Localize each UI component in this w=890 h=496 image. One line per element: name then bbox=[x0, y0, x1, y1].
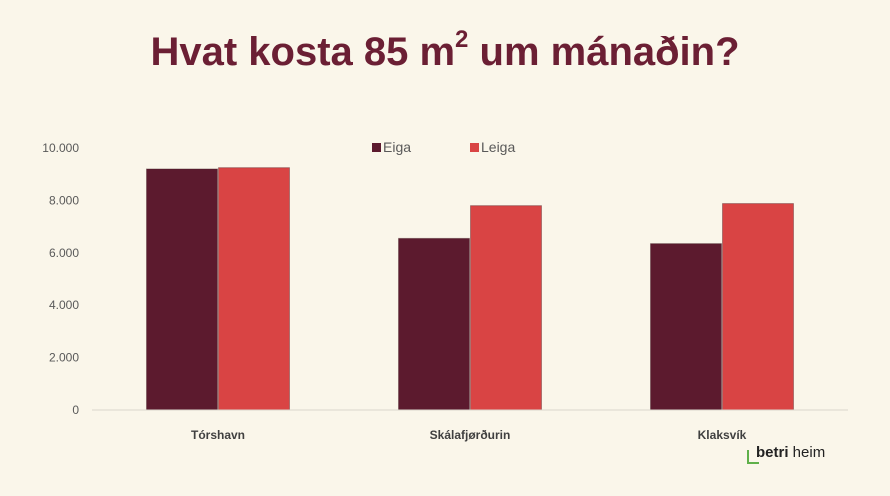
y-tick-label: 8.000 bbox=[49, 193, 79, 207]
x-tick-label: Tórshavn bbox=[191, 428, 245, 442]
bar-leiga bbox=[722, 203, 794, 411]
legend-label-leiga: Leiga bbox=[481, 139, 515, 155]
title-superscript: 2 bbox=[455, 26, 469, 53]
y-tick-label: 2.000 bbox=[49, 351, 79, 365]
chart-title: Hvat kosta 85 m2 um mánaðin? bbox=[0, 28, 890, 75]
corner-bracket-icon bbox=[747, 450, 759, 464]
bar-eiga bbox=[398, 237, 470, 411]
bar-leiga bbox=[470, 205, 542, 411]
bar-leiga bbox=[218, 167, 290, 411]
y-tick-label: 6.000 bbox=[49, 246, 79, 260]
bar-eiga bbox=[146, 168, 218, 411]
title-text: Hvat kosta 85 m bbox=[150, 30, 456, 74]
y-tick-label: 10.000 bbox=[42, 141, 79, 155]
brand-name-rest: heim bbox=[788, 444, 826, 461]
x-tick-label: Skálafjørðurin bbox=[430, 428, 511, 442]
y-tick-label: 0 bbox=[72, 403, 79, 417]
brand-name-bold: betri bbox=[756, 444, 789, 461]
brand-logo: betri heim bbox=[747, 444, 847, 468]
x-tick-label: Klaksvík bbox=[698, 428, 747, 442]
bar-eiga bbox=[650, 243, 722, 411]
legend-swatch-leiga bbox=[470, 143, 479, 152]
brand-name: betri heim bbox=[756, 444, 825, 461]
legend-swatch-eiga bbox=[372, 143, 381, 152]
y-tick-label: 4.000 bbox=[49, 298, 79, 312]
legend-label-eiga: Eiga bbox=[383, 139, 411, 155]
title-suffix: um mánaðin? bbox=[468, 30, 740, 74]
